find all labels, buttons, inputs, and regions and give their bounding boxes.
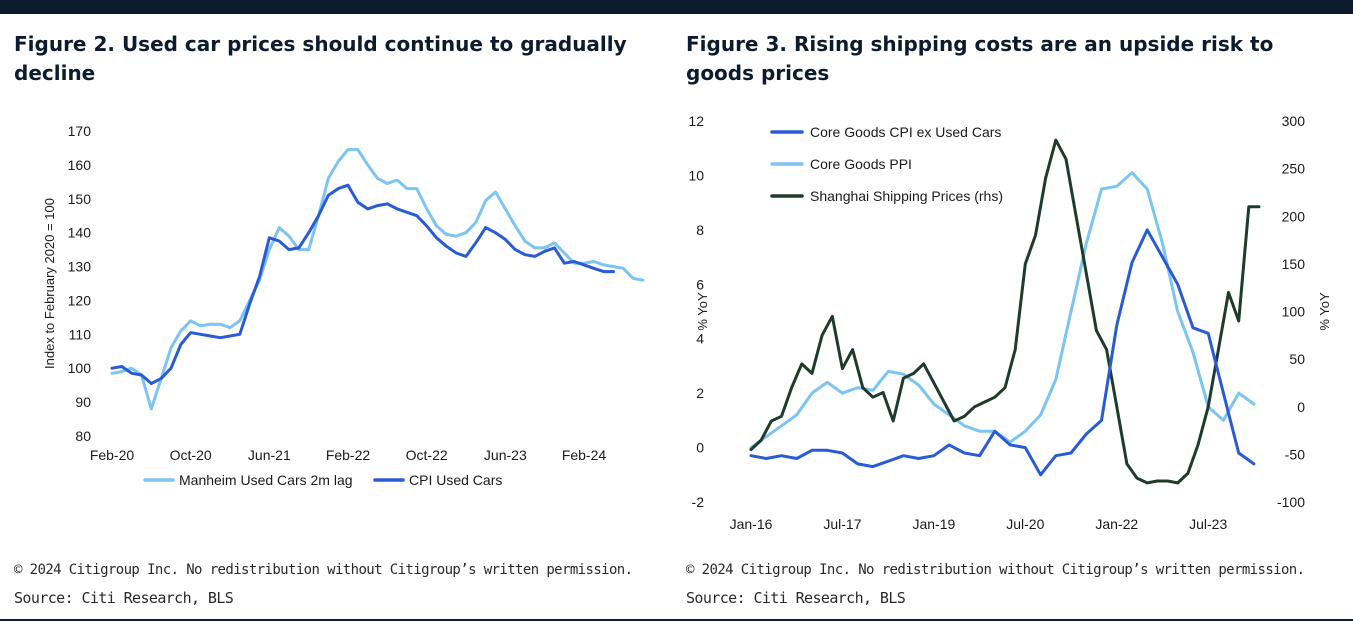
legend-label: Core Goods PPI xyxy=(810,156,912,172)
x-tick-label: Feb-20 xyxy=(90,447,135,463)
y-tick-label-left: 2 xyxy=(696,385,704,401)
y-axis-label-right: % YoY xyxy=(1317,292,1332,331)
y-tick-label-left: 4 xyxy=(696,331,704,347)
figure-3-title: Figure 3. Rising shipping costs are an u… xyxy=(686,32,1274,85)
x-tick-label: Jul-17 xyxy=(823,516,861,532)
y-tick-label-left: 10 xyxy=(688,167,704,183)
y-tick-label: 80 xyxy=(75,428,91,444)
y-tick-label-right: 200 xyxy=(1282,208,1306,224)
y-tick-label: 140 xyxy=(68,225,92,241)
x-tick-label: Oct-22 xyxy=(406,447,448,463)
y-tick-label-left: 8 xyxy=(696,222,704,238)
x-tick-label: Jun-23 xyxy=(484,447,527,463)
figure-3-source: Source: Citi Research, BLS xyxy=(686,589,906,607)
legend-label: Manheim Used Cars 2m lag xyxy=(179,472,353,488)
y-tick-label-right: 100 xyxy=(1282,304,1306,320)
y-axis-label-left: % YoY xyxy=(695,292,710,331)
x-tick-label: Jan-16 xyxy=(730,516,773,532)
x-tick-label: Jan-19 xyxy=(912,516,955,532)
y-tick-label-left: 6 xyxy=(696,276,704,292)
y-tick-label-right: -100 xyxy=(1277,494,1305,510)
x-tick-label: Jan-22 xyxy=(1095,516,1138,532)
series-line-core-goods-cpi xyxy=(749,228,1256,477)
x-tick-label: Oct-20 xyxy=(170,447,212,463)
series-line-shanghai-shipping xyxy=(749,138,1261,485)
y-tick-label-left: -2 xyxy=(692,494,705,510)
legend-label: Core Goods CPI ex Used Cars xyxy=(810,124,1001,140)
top-rule xyxy=(0,0,1353,14)
y-tick-label-right: 0 xyxy=(1297,399,1305,415)
y-tick-label: 110 xyxy=(69,326,92,342)
y-tick-label-right: 150 xyxy=(1282,256,1306,272)
y-tick-label-left: 0 xyxy=(696,440,704,456)
x-tick-label: Jun-21 xyxy=(248,447,291,463)
y-tick-label: 120 xyxy=(68,292,92,308)
legend-label: Shanghai Shipping Prices (rhs) xyxy=(810,188,1003,204)
x-tick-label: Jul-20 xyxy=(1006,516,1044,532)
y-tick-label: 100 xyxy=(68,360,92,376)
y-tick-label-right: 250 xyxy=(1282,161,1306,177)
legend-label: CPI Used Cars xyxy=(409,472,502,488)
figure-2-copyright: © 2024 Citigroup Inc. No redistribution … xyxy=(14,562,633,578)
y-tick-label-right: -50 xyxy=(1285,446,1305,462)
x-tick-label: Jul-23 xyxy=(1189,516,1227,532)
y-tick-label: 160 xyxy=(68,157,92,173)
x-tick-label: Feb-22 xyxy=(326,447,371,463)
figure-2-panel: Figure 2. Used car prices should continu… xyxy=(0,14,660,618)
series-line-manheim xyxy=(110,148,645,411)
figure-2-title: Figure 2. Used car prices should continu… xyxy=(14,32,627,85)
series-line-cpi-used-cars xyxy=(110,183,615,385)
y-tick-label-right: 300 xyxy=(1282,113,1306,129)
bottom-rule xyxy=(0,619,1353,621)
x-tick-label: Feb-24 xyxy=(562,447,607,463)
y-tick-label: 90 xyxy=(75,394,91,410)
figure-3-panel: Figure 3. Rising shipping costs are an u… xyxy=(672,14,1353,618)
series-line-core-goods-ppi xyxy=(749,171,1256,450)
y-tick-label-right: 50 xyxy=(1289,351,1305,367)
figure-3-copyright: © 2024 Citigroup Inc. No redistribution … xyxy=(686,562,1305,578)
y-tick-label-left: 12 xyxy=(688,113,704,129)
y-tick-label: 150 xyxy=(68,191,92,207)
figure-2-chart: 80 90 100 110 120 130 140 150 160 170 Feb-20 Oct-20… xyxy=(42,123,645,488)
figure-2-source: Source: Citi Research, BLS xyxy=(14,589,234,607)
y-tick-label: 130 xyxy=(68,259,92,275)
y-axis-label: Index to February 2020 = 100 xyxy=(42,198,57,369)
figure-3-chart: -2 0 2 4 6 8 10 12 -100 -50 0 50 100 150 200 250 300 Jan-… xyxy=(688,113,1332,532)
y-tick-label: 170 xyxy=(68,123,92,139)
